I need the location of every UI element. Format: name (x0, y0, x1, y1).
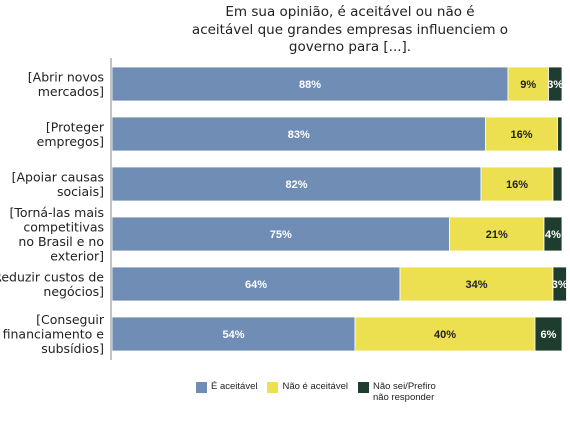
bar-segment (111, 66, 509, 102)
category-label-line: financiamento e (3, 327, 105, 342)
bar-segment (543, 216, 563, 252)
chart-legend: É aceitável Não é aceitável Não sei/Prefir… (196, 381, 436, 403)
bar-segment (534, 316, 563, 352)
chart-title-line: aceitável que grandes empresas influenci… (191, 21, 509, 38)
data-label: 21% (486, 229, 508, 241)
legend-item: É aceitável (196, 381, 257, 403)
bar-segment (557, 116, 563, 152)
category-label: [Torná-las mais competitivas no Brasil e n… (10, 205, 105, 264)
category-label-line: [Reduzir custos de (0, 269, 104, 284)
category-label-line: mercados] (38, 84, 104, 99)
category-label-line: [Abrir novos (28, 69, 104, 84)
bar-segment (548, 66, 563, 102)
category-label-line: [Apoiar causas (12, 169, 104, 184)
category-label: [Proteger empregos] (37, 119, 105, 149)
legend-item: Não sei/Prefiro não responder (357, 381, 436, 403)
bar-segment (111, 166, 482, 202)
legend-swatch (267, 382, 279, 393)
bar-segment (354, 316, 536, 352)
bar-segment (552, 166, 563, 202)
bar-segment (485, 116, 558, 152)
data-label: 54% (222, 329, 244, 341)
category-label-line: exterior] (50, 248, 104, 263)
legend-label: Não é aceitável (282, 381, 348, 392)
category-label-line: sociais] (57, 184, 104, 199)
data-label: 88% (299, 79, 321, 91)
data-label: 34% (465, 279, 487, 291)
data-label: 40% (434, 329, 456, 341)
bar-segment (111, 216, 450, 252)
category-label: [Conseguir financiamento e subsídios] (3, 312, 105, 356)
data-label: 82% (285, 179, 307, 191)
bar-segment (111, 266, 401, 302)
category-label: [Abrir novos mercados] (28, 69, 104, 99)
bar-segment (111, 316, 356, 352)
category-label-line: subsídios] (41, 341, 104, 356)
bar-segment (449, 216, 545, 252)
bar-segment (399, 266, 554, 302)
category-label-line: no Brasil e no (18, 234, 104, 249)
legend-label: Não sei/Prefiro não responder (372, 381, 436, 403)
bar-segment (111, 116, 486, 152)
category-label-line: [Proteger (46, 119, 105, 134)
bar-segment (552, 266, 567, 302)
legend-swatch (196, 382, 207, 393)
category-label-line: negócios] (43, 284, 104, 299)
data-label: 83% (288, 129, 310, 141)
category-label-line: empregos] (37, 134, 104, 149)
data-label: 3% (552, 279, 568, 291)
data-label: 64% (245, 279, 267, 291)
data-label: 3% (547, 79, 563, 91)
category-label-line: [Torná-las mais (10, 205, 105, 220)
chart-title-line: Em sua opinião, é aceitável ou não é (225, 4, 475, 20)
category-label-line: [Conseguir (36, 312, 105, 327)
bar-segment (480, 166, 554, 202)
category-label-line: competitivas (23, 219, 104, 234)
legend-label: É aceitável (211, 381, 258, 392)
legend-swatch (357, 382, 369, 393)
data-label: 4% (545, 229, 561, 241)
data-label: 16% (506, 179, 528, 191)
chart-title-line: governo para [...]. (288, 39, 412, 55)
legend-item: Não é aceitável (267, 381, 348, 403)
data-label: 75% (270, 229, 292, 241)
data-label: 6% (541, 329, 557, 341)
data-label: 9% (520, 79, 536, 91)
category-label: [Apoiar causas sociais] (12, 169, 104, 199)
chart-title: Em sua opinião, é aceitável ou não é acei… (170, 4, 530, 57)
data-label: 16% (510, 129, 532, 141)
